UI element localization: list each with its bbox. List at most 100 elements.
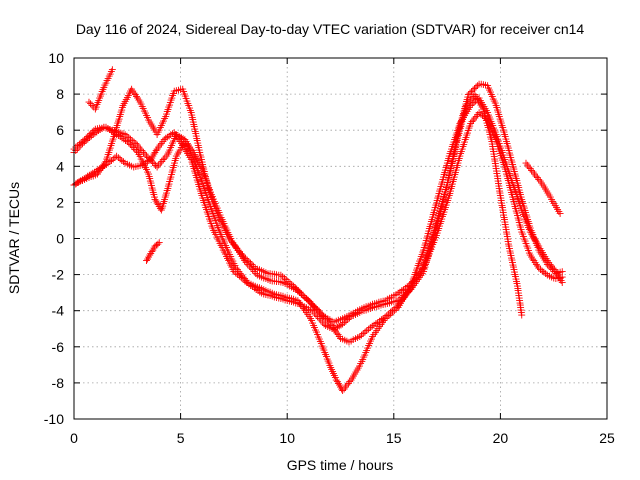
data-point: + (382, 309, 391, 322)
data-point: + (513, 179, 522, 192)
data-point: + (142, 109, 151, 122)
data-point: + (349, 333, 358, 346)
data-point: + (393, 294, 402, 307)
data-point: + (548, 261, 557, 274)
data-point: + (430, 223, 439, 236)
data-point: + (81, 171, 90, 184)
data-point: + (551, 267, 560, 280)
data-point: + (296, 298, 305, 311)
data-point: + (484, 123, 493, 136)
data-point: + (216, 209, 225, 222)
data-point: + (546, 258, 555, 271)
data-point: + (117, 154, 126, 167)
data-point: + (139, 157, 148, 170)
data-point: + (498, 154, 507, 167)
data-point: + (174, 145, 183, 158)
data-point: + (380, 310, 389, 323)
data-point: + (126, 138, 135, 151)
data-point: + (497, 144, 506, 157)
data-point: + (523, 242, 532, 255)
data-point: + (450, 170, 459, 183)
data-point: + (214, 223, 223, 236)
data-point: + (110, 124, 119, 137)
data-point: + (93, 96, 102, 109)
data-point: + (555, 271, 564, 284)
data-point: + (462, 95, 471, 108)
data-point: + (478, 100, 487, 113)
data-point: + (170, 132, 179, 145)
data-point: + (531, 234, 540, 247)
data-point: + (444, 171, 453, 184)
data-point: + (493, 169, 502, 182)
data-point: + (387, 296, 396, 309)
data-point: + (446, 162, 455, 175)
data-point: + (248, 263, 257, 276)
data-point: + (439, 193, 448, 206)
data-point: + (506, 149, 515, 162)
data-point: + (171, 130, 180, 143)
data-point: + (244, 255, 253, 268)
data-point: + (523, 219, 532, 232)
data-point: + (169, 134, 178, 147)
data-point: + (150, 124, 159, 137)
data-point: + (427, 213, 436, 226)
data-point: + (289, 282, 298, 295)
data-point: + (89, 101, 98, 114)
data-point: + (429, 231, 438, 244)
data-point: + (179, 85, 188, 98)
data-point: + (153, 160, 162, 173)
data-point: + (162, 186, 171, 199)
data-point: + (172, 84, 181, 97)
data-point: + (544, 260, 553, 273)
data-point: + (317, 308, 326, 321)
data-point: + (148, 184, 157, 197)
data-point: + (493, 106, 502, 119)
data-point: + (335, 330, 344, 343)
data-point: + (241, 252, 250, 265)
data-point: + (480, 107, 489, 120)
data-point: + (151, 195, 160, 208)
data-point: + (179, 141, 188, 154)
data-point: + (414, 269, 423, 282)
data-point: + (124, 131, 133, 144)
data-point: + (527, 227, 536, 240)
data-point: + (441, 164, 450, 177)
data-point: + (443, 154, 452, 167)
data-point: + (390, 304, 399, 317)
data-point: + (515, 186, 524, 199)
data-point: + (458, 111, 467, 124)
data-point: + (476, 94, 485, 107)
data-point: + (184, 99, 193, 112)
data-point: + (180, 135, 189, 148)
data-point: + (500, 213, 509, 226)
data-point: + (261, 272, 270, 285)
data-point: + (524, 221, 533, 234)
data-point: + (426, 242, 435, 255)
data-point: + (226, 234, 235, 247)
chart-title: Day 116 of 2024, Sidereal Day-to-day VTE… (76, 21, 585, 37)
data-point: + (248, 279, 257, 292)
data-point: + (422, 254, 431, 267)
data-point: + (532, 239, 541, 252)
data-point: + (244, 277, 253, 290)
x-tick-label: 0 (70, 430, 78, 446)
data-point: + (73, 139, 82, 152)
data-point: + (283, 294, 292, 307)
data-point: + (163, 103, 172, 116)
data-point: + (462, 105, 471, 118)
data-point: + (506, 181, 515, 194)
data-point: + (497, 196, 506, 209)
data-point: + (234, 244, 243, 257)
series-track-7: +++++++++++++++++++++++++++ (521, 157, 564, 221)
data-point: + (501, 130, 510, 143)
data-point: + (181, 90, 190, 103)
data-point: + (449, 148, 458, 161)
data-point: + (425, 244, 434, 257)
data-point: + (452, 163, 461, 176)
data-point: + (180, 87, 189, 100)
data-point: + (534, 240, 543, 253)
data-point: + (189, 115, 198, 128)
data-point: + (461, 97, 470, 110)
data-point: + (232, 242, 241, 255)
data-point: + (208, 190, 217, 203)
